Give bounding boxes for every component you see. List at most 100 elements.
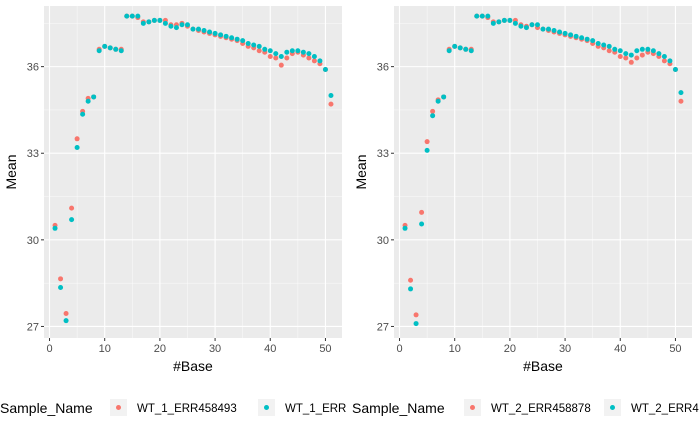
- data-point: [300, 49, 306, 55]
- data-point: [557, 29, 563, 35]
- data-point: [419, 209, 425, 215]
- data-point: [639, 46, 645, 52]
- data-point: [179, 22, 185, 28]
- data-point: [91, 94, 97, 100]
- x-axis-title: #Base: [173, 358, 213, 374]
- y-tick-label: 30: [377, 235, 389, 247]
- legend-key-point: [264, 405, 269, 410]
- data-point: [311, 54, 317, 60]
- data-point: [601, 42, 607, 48]
- data-point: [623, 55, 629, 61]
- data-point: [267, 54, 273, 60]
- data-point: [623, 51, 629, 57]
- data-point: [328, 101, 334, 107]
- y-axis-title: Mean: [353, 154, 369, 189]
- data-point: [408, 277, 414, 283]
- data-point: [80, 111, 86, 117]
- legend-title: Sample_Name: [0, 400, 93, 416]
- data-point: [617, 54, 623, 60]
- legend-title: Sample_Name: [352, 400, 445, 416]
- data-point: [113, 46, 119, 52]
- data-point: [240, 38, 246, 44]
- data-point: [251, 42, 257, 48]
- data-point: [218, 32, 224, 38]
- data-point: [58, 276, 64, 282]
- data-point: [490, 20, 496, 26]
- data-point: [201, 28, 207, 34]
- data-point: [184, 22, 190, 28]
- data-point: [140, 20, 146, 26]
- x-tick-label: 0: [46, 343, 52, 355]
- chart-panels: 0 10 20 30 40 50 27 30 33 36 #Base Mean Sample_Name W…: [0, 6, 699, 416]
- data-point: [661, 58, 667, 64]
- data-point: [207, 29, 213, 35]
- data-point: [146, 19, 152, 25]
- data-point: [551, 28, 557, 34]
- data-point: [441, 94, 447, 100]
- data-point: [579, 35, 585, 41]
- x-tick-label: 30: [559, 343, 571, 355]
- data-point: [107, 45, 113, 51]
- data-point: [672, 67, 678, 73]
- data-point: [408, 286, 414, 292]
- data-point: [58, 284, 64, 290]
- plot-panel-background: [394, 6, 692, 338]
- chart-panel-1: 0 10 20 30 40 50 27 30 33 36 #Base Mean Sample_Name W…: [0, 6, 346, 416]
- data-point: [190, 26, 196, 32]
- x-tick-label: 40: [264, 343, 276, 355]
- y-tick-label: 36: [377, 62, 389, 74]
- data-point: [479, 13, 485, 19]
- data-point: [74, 136, 80, 142]
- data-point: [645, 46, 651, 52]
- data-point: [523, 25, 529, 31]
- data-point: [512, 20, 518, 26]
- data-point: [256, 43, 262, 49]
- data-point: [634, 55, 640, 61]
- data-point: [457, 45, 463, 51]
- data-point: [667, 58, 673, 64]
- data-point: [446, 48, 452, 54]
- data-point: [69, 205, 75, 211]
- data-point: [430, 113, 436, 119]
- data-point: [590, 38, 596, 44]
- legend: Sample_Name WT_2_ERR458878 WT_2_ERR4: [352, 399, 699, 416]
- data-point: [678, 98, 684, 104]
- data-point: [485, 13, 491, 19]
- data-point: [419, 221, 425, 227]
- data-point: [262, 46, 268, 52]
- data-point: [151, 17, 157, 23]
- data-point: [168, 23, 174, 29]
- data-point: [223, 33, 229, 39]
- data-point: [63, 318, 69, 324]
- data-point: [501, 17, 507, 23]
- data-point: [529, 22, 535, 28]
- data-point: [306, 51, 312, 57]
- data-point: [317, 58, 323, 64]
- legend-label: WT_1_ERR458493: [137, 403, 237, 415]
- legend-key-point: [610, 405, 615, 410]
- legend-key-point: [470, 405, 475, 410]
- data-point: [650, 48, 656, 54]
- data-point: [267, 48, 273, 54]
- legend: Sample_Name WT_1_ERR458493 WT_1_ERR: [0, 399, 346, 416]
- data-point: [278, 62, 284, 68]
- data-point: [74, 144, 80, 150]
- data-point: [96, 48, 102, 54]
- data-point: [562, 30, 568, 36]
- data-point: [157, 17, 163, 23]
- legend-label: WT_1_ERR: [285, 403, 346, 415]
- data-point: [124, 13, 130, 19]
- data-point: [245, 41, 251, 47]
- data-point: [518, 23, 524, 29]
- data-point: [606, 48, 612, 54]
- y-tick-label: 27: [27, 321, 39, 333]
- x-axis-title: #Base: [523, 358, 563, 374]
- data-point: [173, 25, 179, 31]
- data-point: [69, 217, 75, 223]
- data-point: [606, 43, 612, 49]
- data-point: [617, 48, 623, 54]
- data-point: [413, 312, 419, 318]
- data-point: [196, 26, 202, 32]
- data-point: [118, 48, 124, 54]
- x-tick-label: 50: [669, 343, 681, 355]
